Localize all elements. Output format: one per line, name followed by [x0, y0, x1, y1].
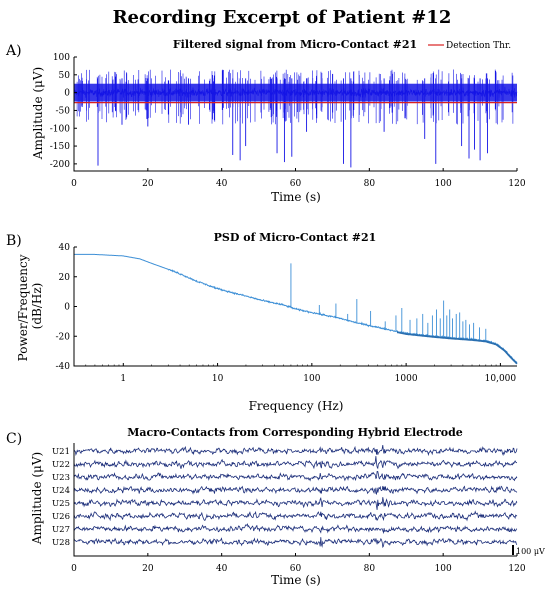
- channel-label: U28: [52, 538, 70, 548]
- panel-a-plot: [73, 69, 518, 168]
- macro-channel-trace: [73, 470, 518, 482]
- panel-a: A) Filtered signal from Micro-Contact #2…: [5, 38, 526, 204]
- panel-a-x-label: Time (s): [271, 190, 321, 204]
- x-tick-label: 1000: [395, 374, 418, 384]
- x-tick-label: 60: [290, 564, 302, 574]
- legend-threshold-label: Detection Thr.: [446, 41, 511, 51]
- channel-label: U21: [52, 447, 70, 457]
- scale-bar: [512, 545, 514, 555]
- panel-b-y-label-line2: (dB/Hz): [30, 283, 44, 330]
- y-tick-label: -150: [50, 142, 70, 152]
- channel-label: U27: [52, 525, 70, 535]
- y-tick-label: -100: [50, 124, 70, 134]
- x-tick-label: 40: [216, 179, 228, 189]
- panel-a-y-ticks: 100 50 0 -50 -100 -150 -200: [50, 53, 77, 170]
- x-tick-label: 0: [71, 179, 77, 189]
- panel-b-title: PSD of Micro-Contact #21: [214, 231, 377, 244]
- y-tick-label: 20: [59, 273, 71, 283]
- signal-excursions: [73, 69, 514, 125]
- panel-c-letter: C): [6, 431, 22, 447]
- panel-b-y-label-line1: Power/Frequency: [16, 254, 30, 361]
- y-tick-label: 100: [53, 53, 70, 63]
- panel-b-y-label: Power/Frequency (dB/Hz): [16, 251, 44, 362]
- panel-b-x-label: Frequency (Hz): [249, 399, 344, 413]
- x-tick-label: 80: [364, 179, 376, 189]
- macro-channel-trace: [73, 485, 518, 495]
- x-tick-label: 0: [71, 564, 77, 574]
- y-tick-label: -20: [56, 332, 71, 342]
- panel-a-axes: [73, 57, 517, 172]
- panel-c-channel-labels: U21 U22 U23 U24 U25 U26 U27 U28: [52, 447, 70, 548]
- x-tick-label: 10,000: [485, 374, 517, 384]
- panel-b-axes: [73, 247, 517, 367]
- panel-c: C) Macro-Contacts from Corresponding Hyb…: [6, 426, 545, 587]
- channel-label: U24: [52, 486, 70, 496]
- psd-curve: [74, 253, 518, 364]
- panel-b: B) PSD of Micro-Contact #21 40200-20-40 …: [6, 231, 518, 413]
- panel-c-axes: [73, 443, 517, 557]
- macro-channel-trace: [73, 523, 518, 535]
- psd-curve-tail: [396, 331, 518, 365]
- panel-a-legend: Detection Thr.: [428, 41, 511, 51]
- x-tick-label: 100: [435, 179, 452, 189]
- macro-channel-trace: [73, 496, 518, 510]
- x-tick-label: 80: [364, 564, 376, 574]
- channel-label: U22: [52, 460, 70, 470]
- y-tick-label: 50: [59, 71, 71, 81]
- x-tick-label: 20: [142, 179, 154, 189]
- y-tick-label: 40: [59, 243, 71, 253]
- x-tick-label: 60: [290, 179, 302, 189]
- channel-label: U25: [52, 499, 70, 509]
- macro-channel-trace: [73, 537, 518, 549]
- y-tick-label: -200: [50, 160, 70, 170]
- figure-title: Recording Excerpt of Patient #12: [113, 7, 452, 28]
- x-tick-label: 20: [142, 564, 154, 574]
- panel-a-y-label: Amplitude (μV): [31, 67, 45, 160]
- y-tick-label: 0: [64, 303, 70, 313]
- x-tick-label: 10: [212, 374, 224, 384]
- panel-b-letter: B): [6, 233, 22, 249]
- y-tick-label: -50: [56, 106, 71, 116]
- panel-c-y-label: Amplitude (μV): [30, 452, 44, 545]
- x-tick-label: 120: [508, 179, 525, 189]
- macro-channel-trace: [73, 445, 518, 457]
- panel-a-title: Filtered signal from Micro-Contact #21: [173, 38, 417, 51]
- x-tick-label: 40: [216, 564, 228, 574]
- panel-c-plot: [73, 445, 518, 549]
- signal-noise-band: [74, 83, 517, 102]
- macro-channel-trace: [73, 456, 518, 470]
- panel-a-letter: A): [5, 43, 22, 59]
- y-tick-label: -40: [56, 362, 71, 372]
- panel-c-title: Macro-Contacts from Corresponding Hybrid…: [127, 426, 463, 439]
- panel-b-plot: [74, 253, 518, 365]
- x-tick-label: 1: [120, 374, 126, 384]
- x-tick-label: 100: [435, 564, 452, 574]
- scale-bar-label: 100 μV: [516, 547, 545, 556]
- x-tick-label: 100: [303, 374, 320, 384]
- channel-label: U23: [52, 473, 70, 483]
- panel-a-x-ticks: 0 20 40 60 80 100 120: [71, 168, 526, 189]
- macro-channel-trace: [73, 510, 518, 522]
- x-tick-label: 120: [508, 564, 525, 574]
- panel-c-x-label: Time (s): [271, 573, 321, 587]
- channel-label: U26: [52, 512, 70, 522]
- y-tick-label: 0: [64, 89, 70, 99]
